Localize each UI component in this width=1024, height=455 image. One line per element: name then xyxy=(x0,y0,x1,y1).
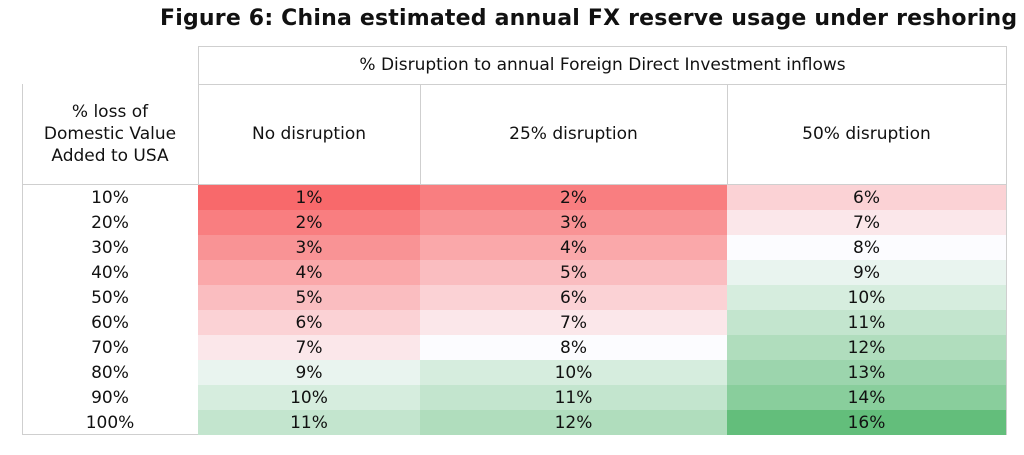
heatmap-cell: 11% xyxy=(198,410,420,435)
heatmap-cell: 2% xyxy=(420,185,727,210)
column-divider-1 xyxy=(420,84,421,184)
heatmap-cell: 6% xyxy=(198,310,420,335)
heatmap-cell: 6% xyxy=(727,185,1006,210)
heatmap-cell: 14% xyxy=(727,385,1006,410)
heatmap-cell: 4% xyxy=(198,260,420,285)
row-label: 40% xyxy=(91,262,129,283)
heatmap-cell: 8% xyxy=(420,335,727,360)
heatmap-cell: 4% xyxy=(420,235,727,260)
row-label: 70% xyxy=(91,337,129,358)
heatmap-cell: 6% xyxy=(420,285,727,310)
row-header: % loss of Domestic Value Added to USA xyxy=(43,102,177,166)
heatmap-cell: 10% xyxy=(420,360,727,385)
column-divider-2 xyxy=(727,84,728,184)
heatmap-cell: 12% xyxy=(420,410,727,435)
row-label: 100% xyxy=(85,412,135,433)
heatmap-cell: 5% xyxy=(420,260,727,285)
heatmap-cell: 5% xyxy=(198,285,420,310)
heatmap-cell: 3% xyxy=(420,210,727,235)
heatmap-cell: 3% xyxy=(198,235,420,260)
heatmap-cell: 9% xyxy=(198,360,420,385)
heatmap-cell: 2% xyxy=(198,210,420,235)
heatmap-cell: 7% xyxy=(198,335,420,360)
header-bottom-border xyxy=(22,184,1007,185)
row-label: 50% xyxy=(91,287,129,308)
heatmap-table: % Disruption to annual Foreign Direct In… xyxy=(22,46,1007,435)
heatmap-cell: 8% xyxy=(727,235,1006,260)
heatmap-cell: 13% xyxy=(727,360,1006,385)
column-header-no-disruption: No disruption xyxy=(251,124,366,144)
heatmap-cell: 7% xyxy=(727,210,1006,235)
outer-top-border xyxy=(198,46,1007,47)
heatmap-cell: 11% xyxy=(727,310,1006,335)
left-border xyxy=(22,84,23,435)
column-header-50-disruption: 50% disruption xyxy=(802,124,931,144)
heatmap-cell: 9% xyxy=(727,260,1006,285)
column-header-25-disruption: 25% disruption xyxy=(509,124,638,144)
heatmap-cell: 11% xyxy=(420,385,727,410)
heatmap-cell: 12% xyxy=(727,335,1006,360)
row-label: 90% xyxy=(91,387,129,408)
heatmap-cell: 7% xyxy=(420,310,727,335)
heatmap-cell: 10% xyxy=(198,385,420,410)
row-label: 60% xyxy=(91,312,129,333)
row-label: 20% xyxy=(91,212,129,233)
chart-title: Figure 6: China estimated annual FX rese… xyxy=(160,6,1018,31)
header-divider xyxy=(198,84,1007,85)
right-border xyxy=(1006,46,1007,435)
row-label: 30% xyxy=(91,237,129,258)
heatmap-cell: 1% xyxy=(198,185,420,210)
row-label: 80% xyxy=(91,362,129,383)
heatmap-cell: 16% xyxy=(727,410,1006,435)
heatmap-cell: 10% xyxy=(727,285,1006,310)
column-group-header: % Disruption to annual Foreign Direct In… xyxy=(359,55,846,75)
row-label: 10% xyxy=(91,187,129,208)
